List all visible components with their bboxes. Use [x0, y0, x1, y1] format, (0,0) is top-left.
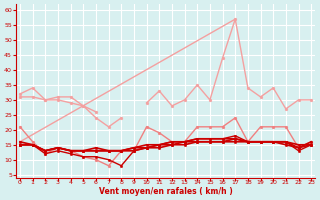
X-axis label: Vent moyen/en rafales ( km/h ): Vent moyen/en rafales ( km/h )	[99, 187, 232, 196]
